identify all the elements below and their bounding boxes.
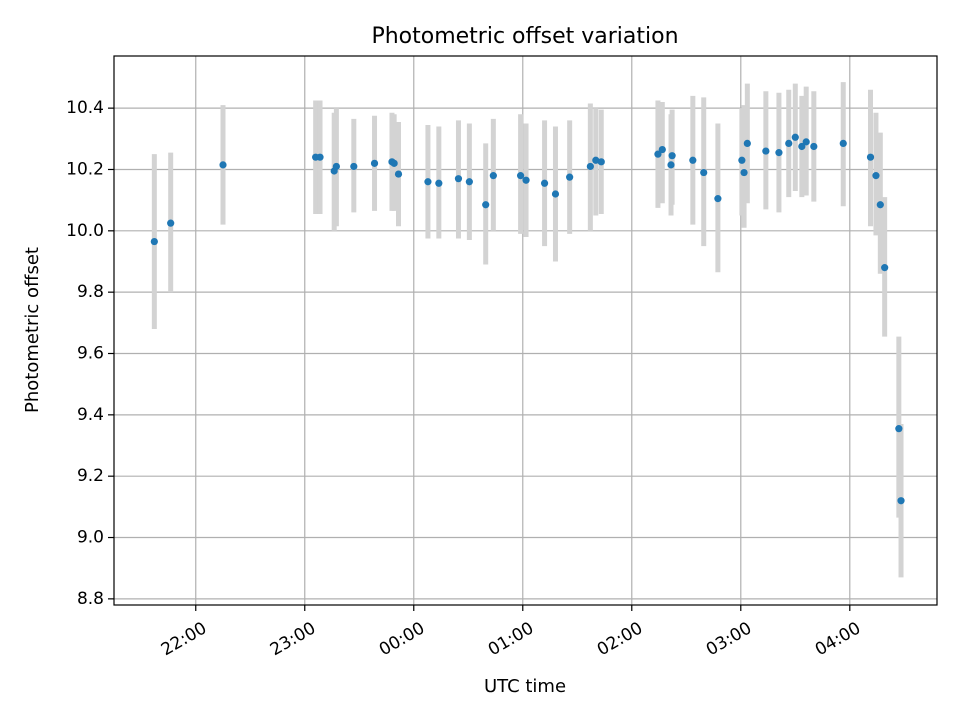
data-point: [689, 156, 697, 164]
data-point: [489, 172, 497, 180]
data-point: [798, 142, 806, 151]
x-tick-label: 04:00: [812, 618, 864, 660]
data-point: [762, 147, 770, 155]
y-tick-label: 9.4: [77, 405, 104, 425]
y-axis-ticks: 8.8 9.0 9.2 9.4 9.6 9.8 10.0 10.2 10.4: [66, 98, 114, 609]
data-point: [700, 168, 708, 177]
data-point: [390, 159, 398, 167]
data-point: [775, 149, 783, 157]
data-point: [866, 153, 875, 161]
data-point: [743, 139, 751, 148]
data-point: [740, 168, 748, 177]
y-tick-label: 9.2: [77, 466, 104, 486]
x-tick-label: 03:00: [703, 618, 755, 660]
y-tick-label: 10.4: [66, 98, 104, 118]
data-point: [516, 172, 525, 180]
data-point: [897, 497, 905, 505]
data-point: [551, 190, 560, 198]
x-tick-label: 22:00: [158, 618, 210, 660]
data-point: [872, 172, 880, 180]
y-tick-label: 10.2: [66, 159, 104, 179]
y-axis-label: Photometric offset: [22, 247, 43, 413]
chart-title: Photometric offset variation: [371, 24, 678, 49]
data-point: [465, 178, 473, 186]
data-point: [658, 145, 666, 154]
data-point: [597, 158, 605, 166]
error-bars: [151, 82, 904, 578]
data-point: [586, 162, 594, 171]
x-tick-label: 02:00: [594, 618, 646, 660]
data-point: [454, 175, 463, 183]
data-points: [150, 133, 905, 505]
x-axis-label: UTC time: [484, 676, 566, 697]
data-point: [667, 161, 675, 169]
data-point: [394, 170, 403, 178]
x-tick-label: 01:00: [485, 618, 537, 660]
data-point: [592, 156, 600, 164]
y-tick-label: 9.0: [77, 528, 104, 548]
data-point: [714, 195, 722, 203]
y-tick-label: 9.6: [77, 344, 104, 364]
data-point: [370, 159, 379, 167]
data-point: [522, 176, 530, 184]
data-point: [435, 179, 443, 187]
data-point: [810, 142, 818, 151]
data-point: [668, 152, 676, 160]
data-point: [895, 425, 903, 433]
data-point: [350, 162, 358, 171]
y-tick-label: 10.0: [66, 221, 104, 241]
x-axis-ticks: 22:00 23:00 00:00 01:00 02:00 03:00 04:00: [158, 605, 864, 660]
data-point: [791, 133, 799, 141]
x-tick-label: 00:00: [376, 618, 428, 660]
data-point: [566, 173, 574, 181]
data-point: [876, 201, 884, 209]
data-point: [167, 219, 175, 227]
data-point: [839, 139, 847, 148]
data-point: [654, 150, 662, 158]
data-point: [424, 178, 432, 186]
data-point: [332, 162, 340, 171]
y-tick-label: 8.8: [77, 589, 104, 609]
data-point: [482, 201, 490, 209]
data-point: [738, 156, 746, 164]
data-point: [881, 264, 889, 272]
data-point: [150, 237, 158, 246]
y-tick-label: 9.8: [77, 282, 104, 302]
data-point: [785, 139, 793, 148]
data-point: [316, 153, 324, 161]
data-point: [540, 179, 549, 187]
x-tick-label: 23:00: [267, 618, 319, 660]
data-point: [219, 161, 227, 169]
data-point: [802, 138, 810, 146]
plot-area-frame: [113, 55, 938, 606]
